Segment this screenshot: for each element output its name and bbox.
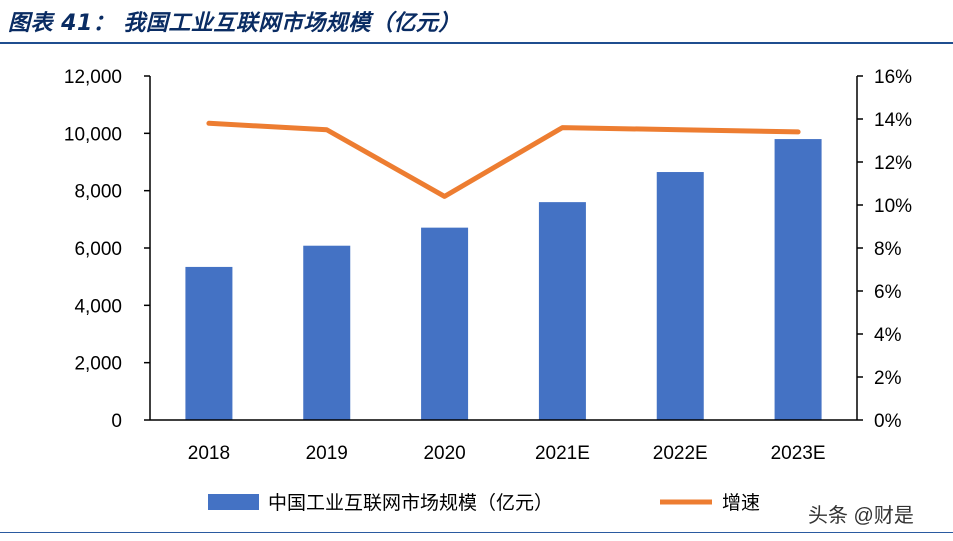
legend-label-line: 增速: [722, 492, 760, 514]
left-tick-label: 6,000: [74, 239, 122, 260]
left-tick-label: 12,000: [64, 67, 122, 88]
right-tick-label: 4%: [874, 325, 902, 346]
left-tick-label: 4,000: [74, 296, 122, 317]
left-tick-label: 8,000: [74, 182, 122, 203]
left-tick-label: 0: [111, 411, 122, 432]
bar-2020: [421, 227, 469, 420]
x-tick-label: 2019: [306, 443, 348, 464]
right-axis-ticks: 0% 2% 4% 6% 8% 10% 12% 14% 16%: [857, 67, 912, 432]
bottom-divider: [0, 532, 953, 533]
legend-label-bar: 中国工业互联网市场规模（亿元）: [268, 492, 553, 514]
x-tick-label: 2020: [423, 443, 465, 464]
legend-swatch-bar: [208, 494, 259, 510]
right-tick-label: 2%: [874, 368, 902, 389]
right-tick-label: 0%: [874, 411, 902, 432]
figure-title: 图表 41： 我国工业互联网市场规模（亿元）: [8, 11, 461, 36]
title-divider: [0, 42, 953, 44]
watermark-text: 头条 @财是: [808, 504, 914, 527]
legend: 中国工业互联网市场规模（亿元） 增速: [208, 492, 760, 514]
bar-2022E: [656, 172, 704, 420]
right-tick-label: 6%: [874, 282, 902, 303]
bar-2018: [185, 266, 233, 420]
x-tick-label: 2022E: [653, 443, 708, 464]
left-tick-label: 10,000: [64, 124, 122, 145]
left-tick-label: 2,000: [74, 354, 122, 375]
bar-2021E: [538, 202, 586, 420]
axes: [149, 76, 858, 421]
growth-line-series: [206, 120, 801, 199]
x-tick-label: 2018: [188, 443, 230, 464]
right-tick-label: 14%: [874, 110, 912, 131]
bar-2023E: [774, 139, 822, 421]
x-axis-labels: 2018 2019 2020 2021E 2022E 2023E: [188, 443, 826, 464]
x-tick-label: 2021E: [535, 443, 590, 464]
right-tick-label: 12%: [874, 153, 912, 174]
right-tick-label: 8%: [874, 239, 902, 260]
left-axis-ticks: 0 2,000 4,000 6,000 8,000 10,000 12,000: [64, 67, 150, 432]
bar-2019: [303, 245, 351, 420]
right-tick-label: 16%: [874, 67, 912, 88]
x-tick-label: 2023E: [771, 443, 826, 464]
growth-line: [206, 120, 801, 199]
right-tick-label: 10%: [874, 196, 912, 217]
bar-series: [185, 139, 822, 421]
